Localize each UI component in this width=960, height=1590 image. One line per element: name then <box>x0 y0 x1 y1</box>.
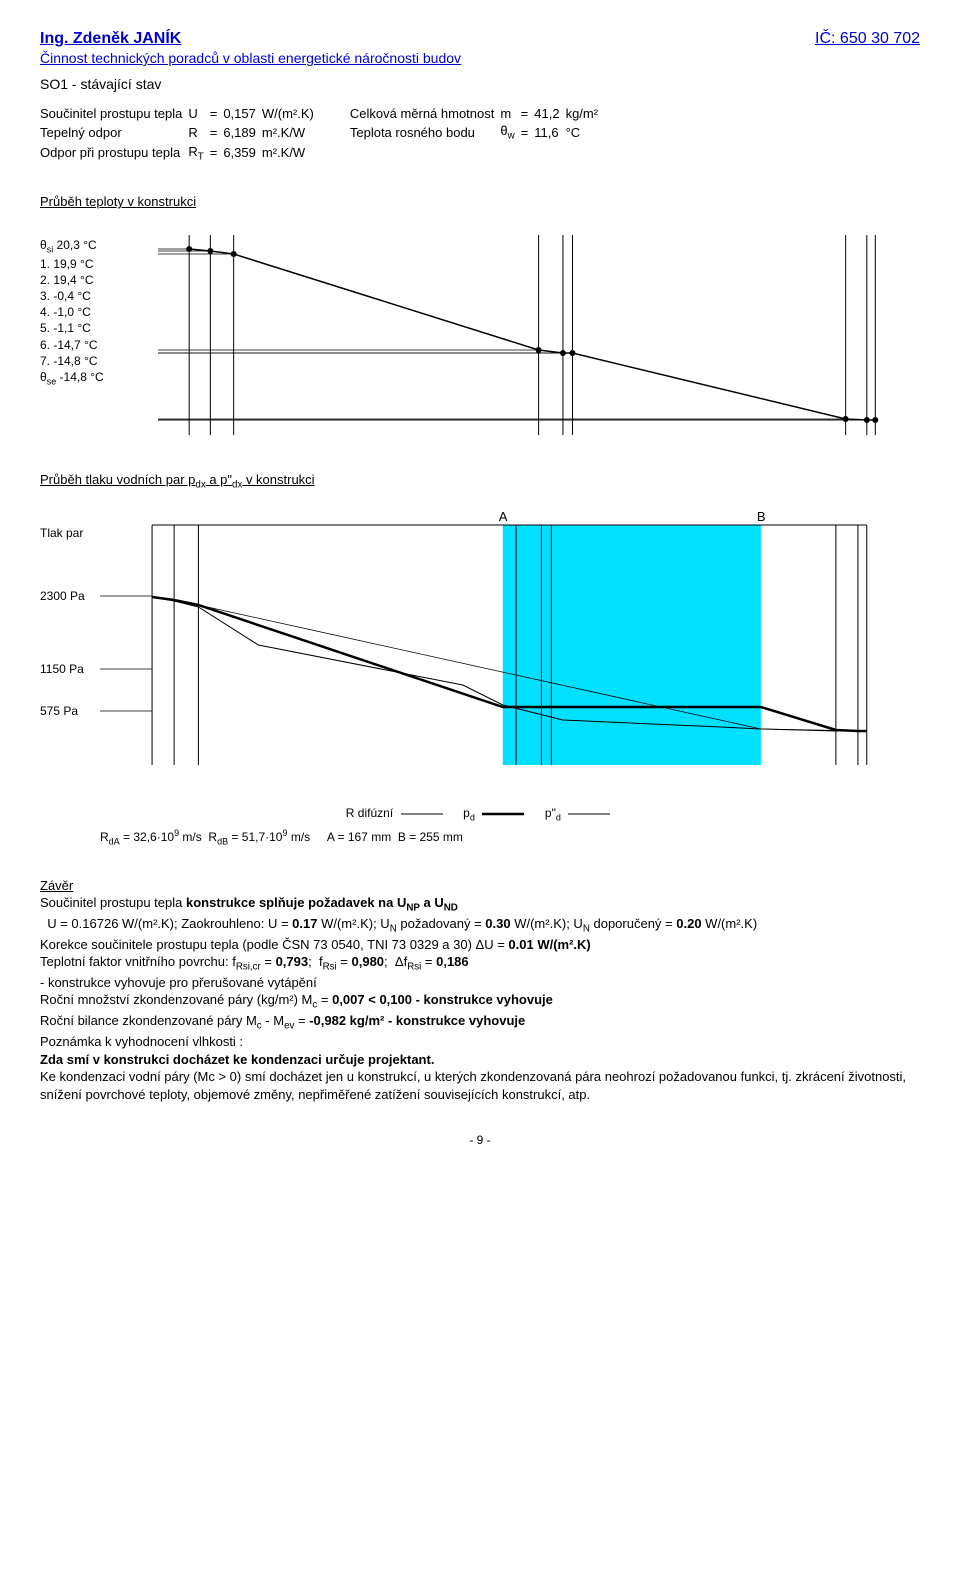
param-val: 0,157 <box>223 106 262 123</box>
param-unit: W/(m².K) <box>262 106 320 123</box>
pressure-chart: Tlak par 2300 Pa 1150 Pa 575 Pa A B <box>40 505 920 798</box>
ic-label: IČ: 650 30 702 <box>815 30 920 48</box>
svg-text:Tlak par: Tlak par <box>40 526 83 540</box>
page-number: - 9 - <box>40 1133 920 1147</box>
conclusion-block: Závěr Součinitel prostupu tepla konstruk… <box>40 877 920 1104</box>
parameter-table: Součinitel prostupu tepla U = 0,157 W/(m… <box>40 106 604 164</box>
param-sym: m <box>500 106 520 123</box>
svg-text:1150 Pa: 1150 Pa <box>40 662 84 676</box>
chart1-title: Průběh teploty v konstrukci <box>40 194 920 209</box>
param-val: 41,2 <box>534 106 565 123</box>
param-label: Součinitel prostupu tepla <box>40 106 188 123</box>
zaver-heading: Závěr <box>40 877 920 895</box>
param-eq: = <box>521 106 535 123</box>
svg-text:A: A <box>499 509 508 524</box>
temperature-chart <box>158 235 898 438</box>
chart2-footer: RdA = 32,6·109 m/s RdB = 51,7·109 m/s A … <box>100 828 920 846</box>
svg-text:B: B <box>757 509 766 524</box>
param-label: Celková měrná hmotnost <box>350 106 501 123</box>
temperature-list: θsi 20,3 °C 1. 19,9 °C 2. 19,4 °C 3. -0,… <box>40 237 158 387</box>
legend-row: R difúzní pd p"d <box>40 806 920 822</box>
subtitle: Činnost technických poradců v oblasti en… <box>40 50 920 66</box>
param-eq: = <box>210 106 224 123</box>
svg-text:575 Pa: 575 Pa <box>40 704 78 718</box>
param-sym: U <box>188 106 209 123</box>
author-name: Ing. Zdeněk JANÍK <box>40 30 181 48</box>
section-title: SO1 - stávající stav <box>40 76 920 92</box>
page-header: Ing. Zdeněk JANÍK IČ: 650 30 702 Činnost… <box>40 30 920 66</box>
svg-text:2300 Pa: 2300 Pa <box>40 589 85 603</box>
chart2-title: Průběh tlaku vodních par pdx a p"dx v ko… <box>40 472 920 491</box>
param-unit: kg/m² <box>566 106 605 123</box>
